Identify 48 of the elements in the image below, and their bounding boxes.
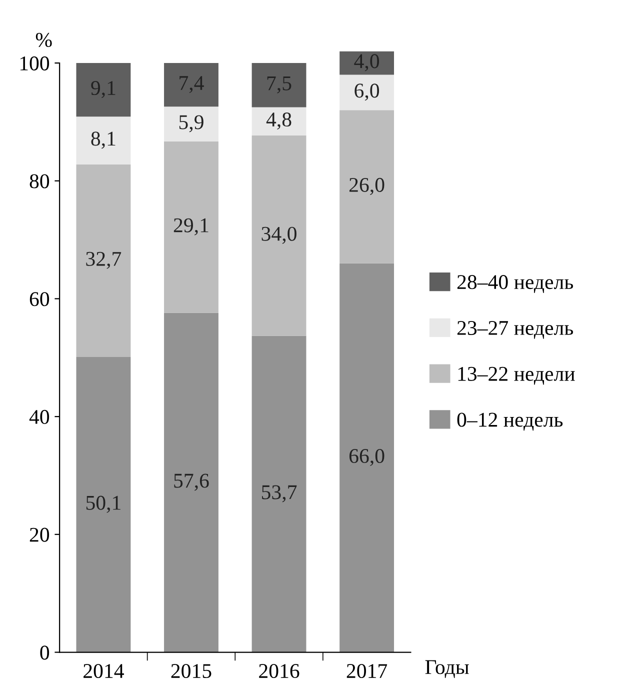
data-label: 50,1: [86, 496, 120, 513]
bar: [252, 336, 306, 652]
data-label: 32,7: [86, 252, 122, 269]
bar: [252, 107, 306, 136]
bar: [252, 63, 306, 108]
legend-label: 23–27 недель: [457, 321, 574, 339]
data-label: 7,5: [267, 76, 292, 94]
bar: [76, 116, 131, 164]
bar: [340, 74, 394, 110]
data-label: 53,7: [262, 485, 297, 502]
data-label: 6,0: [354, 84, 380, 101]
bar: [164, 106, 218, 142]
data-label: 7,4: [180, 76, 204, 94]
bar: [164, 63, 218, 107]
data-label: 34,0: [262, 226, 296, 244]
data-label: 4,8: [266, 112, 292, 130]
data-label: 5,9: [179, 115, 204, 132]
data-label: 29,1: [174, 218, 208, 236]
x-tick-label: 2017: [346, 664, 388, 678]
data-label: 57,6: [174, 474, 209, 491]
y-axis-title: %: [36, 32, 52, 48]
bar: [76, 357, 131, 652]
data-label: 4,0: [354, 54, 380, 72]
y-tick-label: 80: [30, 174, 50, 188]
bar: [76, 164, 131, 358]
data-label: 26,0: [349, 178, 384, 195]
y-tick-label: 40: [29, 410, 50, 424]
data-label: 8,1: [91, 132, 116, 149]
legend-label: 0–12 недель: [457, 412, 563, 431]
data-label: 9,1: [91, 81, 116, 98]
legend-label: 13–22 недели: [458, 366, 575, 385]
bar: [340, 51, 394, 75]
x-axis-title: Годы: [425, 660, 469, 678]
x-tick-label: 2016: [259, 664, 300, 678]
data-label: 66,0: [349, 448, 384, 466]
x-tick-label: 2015: [171, 664, 212, 678]
bar: [340, 110, 394, 264]
bar: [340, 263, 394, 652]
bar: [164, 141, 218, 313]
legend-label: 28–40 недель: [457, 275, 574, 293]
y-tick-label: 60: [30, 292, 50, 306]
x-tick-label: 2014: [84, 664, 124, 678]
bar: [252, 135, 306, 336]
y-tick-label: 100: [20, 56, 50, 70]
bar: [76, 63, 131, 117]
bar: [164, 312, 218, 652]
y-tick-label: 0: [40, 646, 50, 660]
y-tick-label: 20: [30, 528, 50, 542]
